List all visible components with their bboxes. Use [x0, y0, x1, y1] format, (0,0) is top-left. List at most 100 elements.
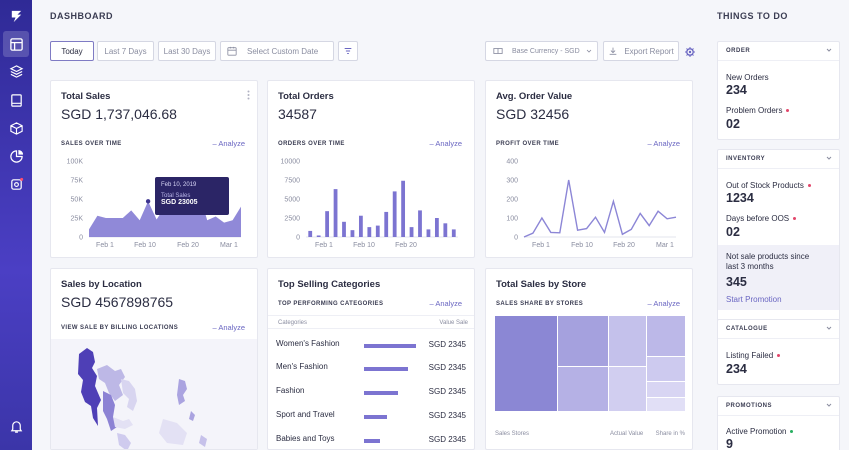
y-tick-label: 0	[79, 235, 83, 242]
active-promotion-label[interactable]: Active Promotion	[726, 427, 794, 436]
avg-order-value-card: Avg. Order Value SGD 32456 PROFIT OVER T…	[485, 80, 693, 258]
y-tick-label: 100K	[67, 159, 84, 166]
logo-icon[interactable]	[7, 7, 25, 25]
days-before-oos-label[interactable]: Days before OOS	[726, 214, 797, 223]
chevron-down-icon[interactable]	[825, 324, 833, 332]
y-tick-label: 7500	[284, 178, 300, 185]
x-tick-label: Feb 20	[613, 242, 635, 249]
store-treemap[interactable]	[495, 316, 685, 411]
alert-dot-icon	[777, 354, 781, 358]
layers-nav-icon[interactable]	[7, 62, 25, 80]
box-nav-icon[interactable]	[7, 119, 25, 137]
filter-button[interactable]	[338, 41, 358, 61]
analyze-link[interactable]: – Analyze	[429, 139, 462, 148]
y-tick-label: 200	[506, 197, 518, 204]
y-tick-label: 50K	[71, 197, 84, 204]
map-region-myanmar[interactable]	[78, 348, 101, 426]
export-report-button[interactable]: Export Report	[603, 41, 679, 61]
last-30-days-button[interactable]: Last 30 Days	[158, 41, 216, 61]
chevron-down-icon[interactable]	[825, 401, 833, 409]
treemap-cell[interactable]	[647, 316, 685, 356]
category-bar	[364, 391, 398, 395]
promotions-section: PROMOTIONS Active Promotion 9	[717, 396, 840, 450]
settings-gear-button[interactable]	[684, 45, 696, 57]
new-orders-label[interactable]: New Orders	[726, 73, 769, 82]
category-name: Women's Fashion	[276, 339, 340, 348]
y-tick-label: 400	[506, 159, 518, 166]
currency-select[interactable]: Base Currency - SGD	[485, 41, 598, 61]
map-region-malaysia[interactable]	[117, 433, 131, 450]
problem-orders-label[interactable]: Problem Orders	[726, 106, 790, 115]
inventory-section: INVENTORY Out of Stock Products 1234 Day…	[717, 149, 840, 350]
tooltip-value: SGD 23005	[161, 199, 198, 206]
notification-bell-icon[interactable]	[7, 417, 25, 435]
category-value: SGD 2345	[428, 435, 466, 444]
treemap-cell[interactable]	[647, 357, 685, 381]
card-subtitle: TOP PERFORMING CATEGORIES	[278, 301, 384, 307]
treemap-cell[interactable]	[647, 398, 685, 411]
list-item[interactable]: Women's Fashion SGD 2345	[276, 339, 466, 353]
more-options-icon[interactable]	[247, 87, 250, 100]
no-sale-label-line1: Not sale products since	[726, 252, 810, 261]
y-tick-label: 25K	[71, 216, 84, 223]
card-title: Total Sales by Store	[496, 279, 587, 290]
analyze-label: Analyze	[435, 299, 462, 308]
y-tick-label: 5000	[284, 197, 300, 204]
treemap-cell[interactable]	[647, 382, 685, 397]
book-nav-icon[interactable]	[7, 91, 25, 109]
today-button[interactable]: Today	[50, 41, 94, 61]
category-name: Sport and Travel	[276, 410, 335, 419]
list-item[interactable]: Fashion SGD 2345	[276, 386, 466, 400]
bar	[333, 189, 338, 237]
card-value: SGD 32456	[496, 106, 570, 122]
gear-icon	[685, 47, 695, 57]
bar	[342, 221, 346, 237]
analyze-label: Analyze	[218, 139, 245, 148]
list-item[interactable]: Sport and Travel SGD 2345	[276, 410, 466, 424]
map-region-vietnam[interactable]	[121, 379, 137, 411]
treemap-cell[interactable]	[609, 367, 646, 411]
analyze-link[interactable]: – Analyze	[647, 299, 680, 308]
chevron-down-icon[interactable]	[825, 46, 833, 54]
table-header: Sales Stores Actual Value Share in %	[495, 431, 685, 437]
treemap-cell[interactable]	[558, 367, 608, 411]
tooltip-label: Total Sales	[161, 193, 191, 199]
category-name: Fashion	[276, 386, 305, 395]
pie-chart-nav-icon[interactable]	[7, 147, 25, 165]
list-item[interactable]: Babies and Toys SGD 2345	[276, 434, 466, 448]
category-bar	[364, 439, 380, 443]
last-7-days-button[interactable]: Last 7 Days	[97, 41, 154, 61]
card-value: 34587	[278, 106, 317, 122]
map-region-islands[interactable]	[199, 435, 207, 447]
dashboard-nav-icon[interactable]	[3, 31, 29, 57]
category-value: SGD 2345	[428, 363, 466, 372]
analyze-link[interactable]: – Analyze	[647, 139, 680, 148]
start-promotion-link[interactable]: Start Promotion	[726, 295, 782, 304]
y-tick-label: 0	[296, 235, 300, 242]
listing-failed-label[interactable]: Listing Failed	[726, 351, 781, 360]
out-of-stock-label[interactable]: Out of Stock Products	[726, 181, 811, 190]
treemap-cell[interactable]	[558, 316, 608, 366]
treemap-cell[interactable]	[609, 316, 646, 366]
chevron-down-icon[interactable]	[825, 154, 833, 162]
list-item[interactable]: Men's Fashion SGD 2345	[276, 362, 466, 376]
map-region-laos[interactable]	[97, 365, 125, 401]
analyze-link[interactable]: – Analyze	[429, 299, 462, 308]
map-region-thailand[interactable]	[103, 391, 117, 431]
things-to-do-title: THINGS TO DO	[717, 11, 788, 21]
treemap-cell[interactable]	[495, 316, 557, 411]
analyze-link[interactable]: – Analyze	[212, 139, 245, 148]
map-region-borneo[interactable]	[159, 419, 187, 445]
custom-date-picker[interactable]: Select Custom Date	[220, 41, 334, 61]
alert-dot-icon	[793, 217, 797, 221]
analyze-link[interactable]: – Analyze	[212, 323, 245, 332]
column-header-store: Sales Stores	[495, 431, 530, 437]
out-of-stock-value: 1234	[726, 191, 754, 205]
x-tick-label: Feb 1	[532, 242, 550, 249]
map-region-philippines[interactable]	[177, 379, 195, 421]
map-region-cambodia[interactable]	[113, 417, 133, 429]
settings-nav-icon[interactable]	[7, 175, 25, 193]
location-map[interactable]	[51, 339, 258, 450]
no-sale-block: Not sale products since last 3 months 34…	[718, 245, 839, 310]
category-value: SGD 2345	[428, 387, 466, 396]
